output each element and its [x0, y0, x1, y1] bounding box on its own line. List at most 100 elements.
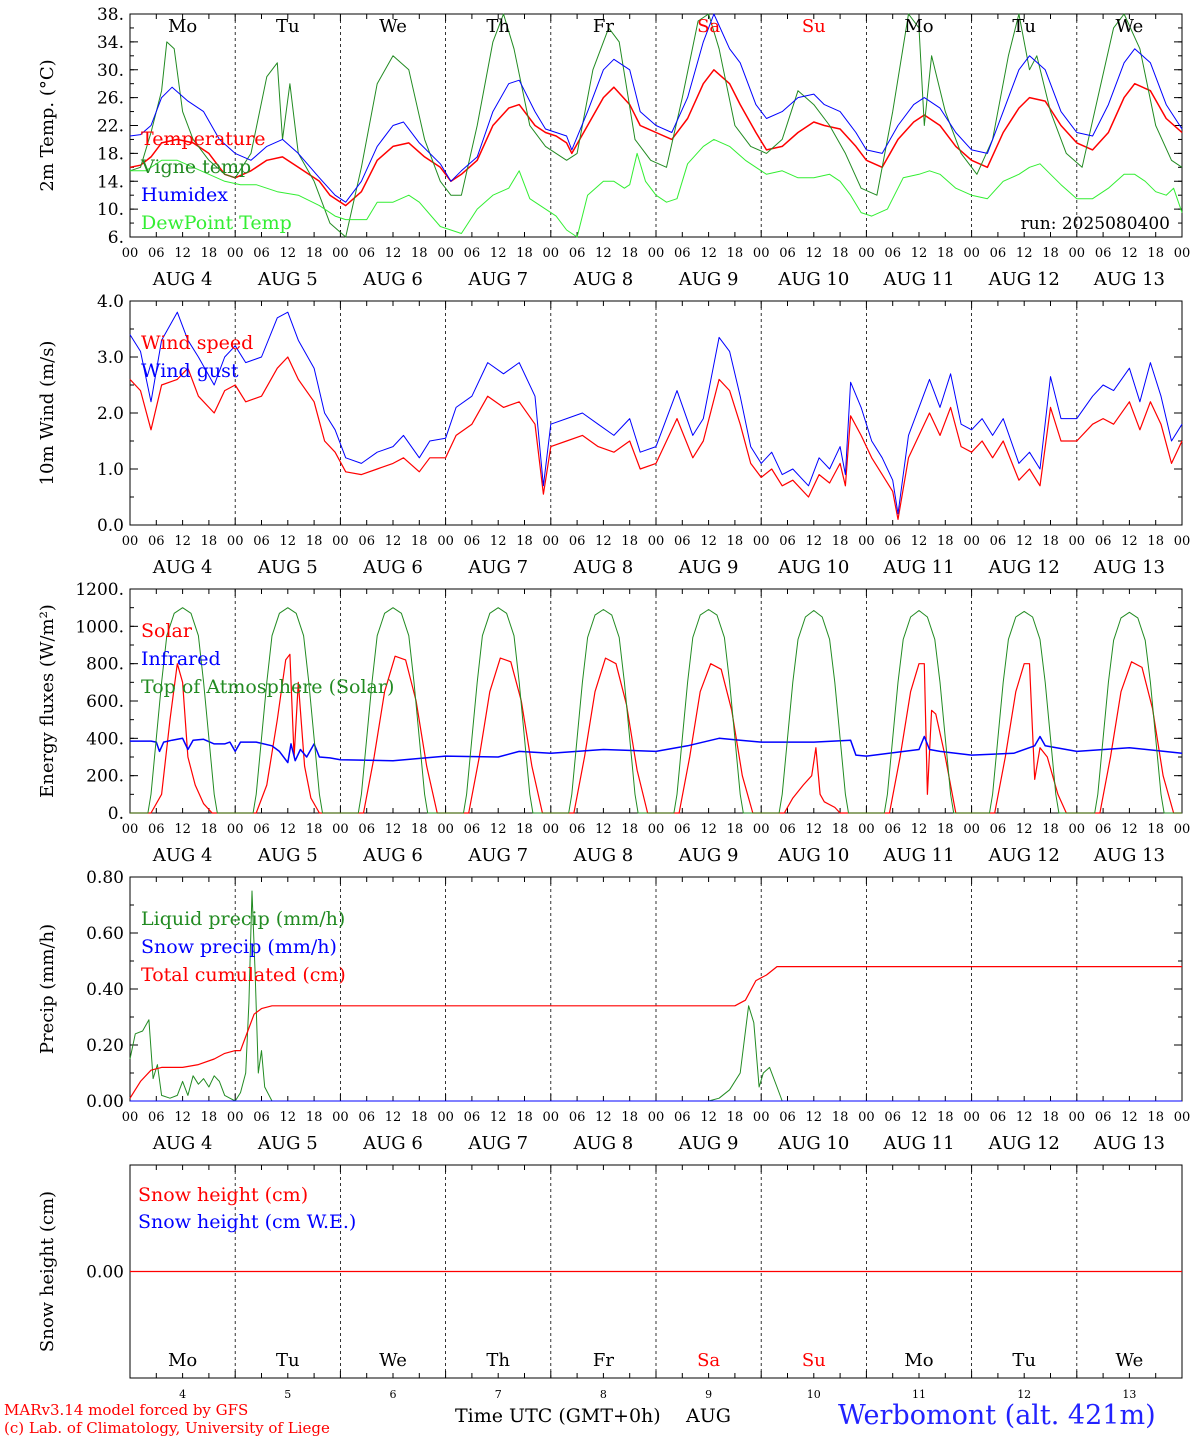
hour-tick-label: 12: [385, 1110, 402, 1125]
hour-tick-label: 00: [122, 822, 139, 837]
y-tick-label: 0.0: [97, 516, 124, 536]
hour-tick-label: 06: [253, 534, 270, 549]
hour-tick-label: 00: [437, 1110, 454, 1125]
hour-tick-label: 18: [516, 1110, 533, 1125]
series-line-top-of-atmosphere-solar-: [130, 607, 1182, 814]
series-line-liquid-precip-mm-h-: [129, 890, 1182, 1102]
y-axis-label: 10m Wind (m/s): [37, 341, 58, 486]
date-label: AUG 8: [573, 269, 634, 290]
hour-tick-label: 18: [201, 1110, 218, 1125]
hour-tick-label: 06: [569, 534, 586, 549]
hour-tick-label: 18: [1147, 822, 1164, 837]
hour-tick-label: 18: [516, 534, 533, 549]
y-tick-label: 6.: [108, 228, 124, 248]
day-label: We: [379, 16, 407, 37]
hour-tick-label: 00: [437, 822, 454, 837]
y-tick-label: 0.00: [86, 1263, 124, 1283]
y-tick-label: 4.0: [97, 292, 124, 312]
hour-tick-label: 06: [464, 822, 481, 837]
date-label: AUG 10: [777, 269, 849, 290]
hour-tick-label: 00: [227, 246, 244, 261]
y-tick-label: 400.: [86, 729, 124, 749]
hour-tick-label: 18: [937, 246, 954, 261]
date-number-label: 11: [912, 1388, 926, 1401]
hour-tick-label: 00: [1174, 822, 1191, 837]
hour-tick-label: 00: [963, 246, 980, 261]
hour-tick-label: 18: [937, 1110, 954, 1125]
day-label: Mo: [168, 1350, 197, 1371]
hour-tick-label: 00: [963, 534, 980, 549]
hour-tick-label: 06: [779, 246, 796, 261]
date-label: AUG 11: [882, 845, 954, 866]
day-label: Tu: [276, 1350, 300, 1371]
series-line-temperature: [129, 69, 1183, 207]
day-label: Th: [486, 1350, 510, 1371]
day-label: Su: [802, 1350, 826, 1371]
hour-tick-label: 00: [648, 534, 665, 549]
day-label: Fr: [593, 16, 614, 37]
plot-frame-1: [129, 300, 1183, 526]
hour-tick-label: 12: [490, 822, 507, 837]
y-tick-label: 0.60: [86, 924, 124, 944]
hour-tick-label: 18: [937, 822, 954, 837]
lab-credit: (c) Lab. of Climatology, University of L…: [4, 1419, 330, 1437]
hour-tick-label: 00: [753, 534, 770, 549]
day-label: Mo: [168, 16, 197, 37]
station-name: Werbomont (alt. 421m): [838, 1400, 1156, 1431]
legend-entry: Wind gust: [141, 360, 239, 382]
hour-tick-label: 00: [332, 822, 349, 837]
date-label: AUG 6: [362, 845, 423, 866]
hour-tick-label: 18: [621, 822, 638, 837]
hour-tick-label: 12: [1016, 822, 1033, 837]
date-label: AUG 4: [152, 557, 213, 578]
hour-tick-label: 00: [1069, 822, 1086, 837]
hour-tick-label: 06: [253, 246, 270, 261]
hour-tick-label: 12: [806, 534, 823, 549]
y-tick-label: 1.0: [97, 460, 124, 480]
hour-tick-label: 18: [1147, 534, 1164, 549]
series-line-solar: [130, 653, 1182, 814]
hour-tick-label: 00: [332, 534, 349, 549]
hour-tick-label: 18: [306, 534, 323, 549]
hour-tick-label: 06: [1095, 1110, 1112, 1125]
hour-tick-label: 18: [727, 534, 744, 549]
hour-tick-label: 00: [543, 1110, 560, 1125]
legend-entry: Infrared: [141, 648, 221, 670]
hour-tick-label: 06: [1095, 822, 1112, 837]
hour-tick-label: 00: [437, 246, 454, 261]
date-label: AUG 11: [882, 1133, 954, 1154]
date-label: AUG 8: [573, 845, 634, 866]
hour-tick-label: 12: [385, 534, 402, 549]
hour-tick-label: 06: [1095, 534, 1112, 549]
legend-entry: Vigne temp: [140, 156, 251, 178]
hour-tick-label: 06: [148, 246, 165, 261]
hour-tick-label: 00: [858, 246, 875, 261]
hour-tick-label: 00: [543, 534, 560, 549]
hour-tick-label: 00: [648, 822, 665, 837]
day-label: Fr: [593, 1350, 614, 1371]
hour-tick-label: 06: [464, 246, 481, 261]
day-label: Su: [802, 16, 826, 37]
legend-entry: Total cumulated (cm): [141, 964, 346, 986]
date-label: AUG 10: [777, 845, 849, 866]
hour-tick-label: 06: [253, 1110, 270, 1125]
hour-tick-label: 00: [543, 246, 560, 261]
hour-tick-label: 06: [884, 534, 901, 549]
hour-tick-label: 06: [990, 246, 1007, 261]
date-number-label: 5: [284, 1388, 291, 1401]
legend-entry: Snow height (cm): [138, 1184, 308, 1206]
hour-tick-label: 06: [779, 822, 796, 837]
y-tick-label: 0.: [108, 804, 124, 824]
date-number-label: 9: [705, 1388, 712, 1401]
day-label: Tu: [1012, 1350, 1036, 1371]
y-tick-label: 22.: [97, 117, 124, 137]
hour-tick-label: 12: [490, 1110, 507, 1125]
hour-tick-label: 18: [1147, 246, 1164, 261]
hour-tick-label: 18: [1042, 534, 1059, 549]
date-label: AUG 5: [257, 845, 318, 866]
hour-tick-label: 00: [332, 246, 349, 261]
date-label: AUG 6: [362, 269, 423, 290]
hour-tick-label: 06: [674, 822, 691, 837]
date-label: AUG 13: [1093, 845, 1165, 866]
